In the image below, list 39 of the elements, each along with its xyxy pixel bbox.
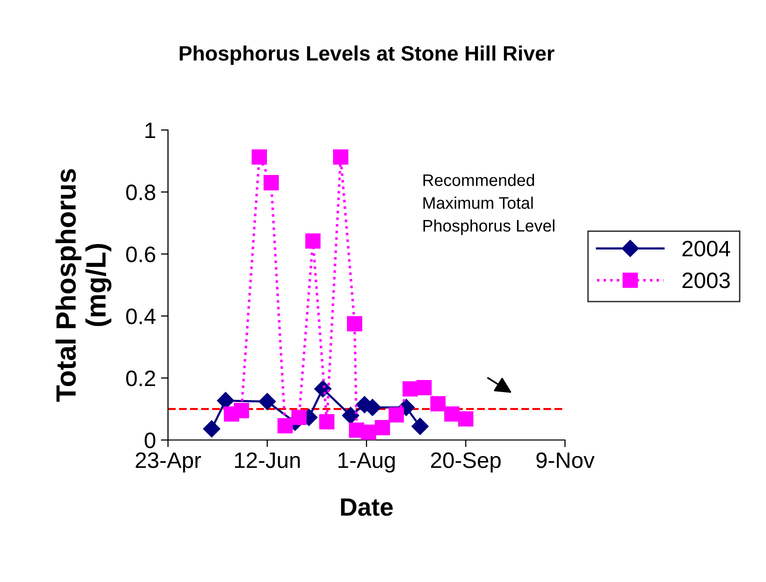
point xyxy=(388,407,404,423)
legend-label: 2003 xyxy=(682,272,730,288)
point xyxy=(458,411,474,427)
x-tick-label: 9-Nov xyxy=(536,452,595,468)
point xyxy=(430,396,446,412)
point xyxy=(203,420,220,438)
point xyxy=(277,418,293,434)
point xyxy=(291,410,307,426)
x-tick-label: 20-Sep xyxy=(431,452,501,473)
y-tick-label: 0.2 xyxy=(126,370,156,386)
point xyxy=(217,392,234,410)
legend-label: 2004 xyxy=(682,240,730,256)
point xyxy=(402,381,418,396)
point xyxy=(319,414,334,430)
annotation: Recommended Maximum Total Phosphorus Level xyxy=(423,174,554,235)
x-tick-label: 1-Aug xyxy=(338,452,395,473)
chart-title: Phosphorus Levels at Stone Hill River xyxy=(180,45,554,65)
point xyxy=(342,406,360,424)
x-tick-label: 23-Apr xyxy=(136,452,201,473)
y-tick-label: 0.8 xyxy=(126,184,156,200)
y-tick-label: 1 xyxy=(146,122,156,138)
point xyxy=(305,233,321,249)
y-tick-label: 0 xyxy=(144,432,156,448)
y-tick-label: 0.6 xyxy=(126,246,156,262)
x-tick-label: 12-Jun xyxy=(234,452,300,468)
point xyxy=(444,406,460,422)
point xyxy=(252,149,267,165)
point xyxy=(346,316,362,332)
y-axis-title: Total Phosphorus (mg/L) xyxy=(55,169,112,402)
point xyxy=(374,420,390,436)
point xyxy=(234,402,250,418)
point xyxy=(333,149,348,165)
point xyxy=(258,393,276,410)
y-tick-label: 0.4 xyxy=(126,308,156,324)
point xyxy=(264,175,279,190)
point xyxy=(416,380,432,396)
x-axis-title: Date xyxy=(341,498,393,516)
point xyxy=(360,424,376,440)
point xyxy=(412,418,429,435)
